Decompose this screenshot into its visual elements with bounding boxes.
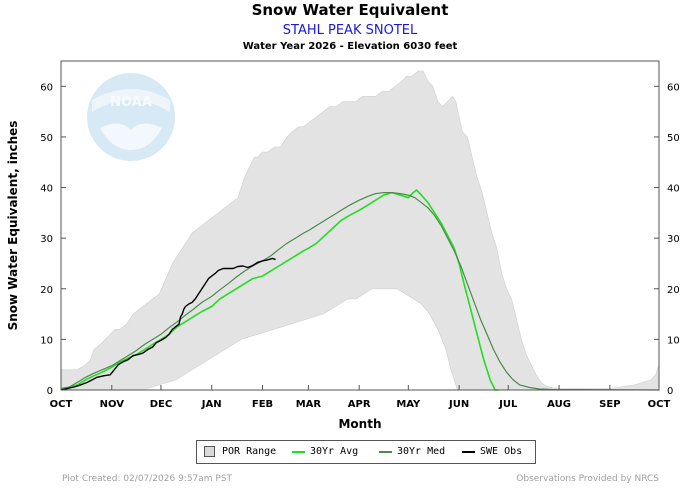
y-axis-label: Snow Water Equivalent, inches [6,121,20,331]
station-name: STAHL PEAK SNOTEL [282,23,418,38]
noaa-logo: NOAA [87,73,175,161]
legend-swatch-30yr-med [379,451,392,453]
legend: POR Range 30Yr Avg 30Yr Med SWE Obs [196,440,536,464]
por-range-area [60,70,660,391]
legend-label: SWE Obs [480,446,523,457]
legend-swatch-por-range [204,446,215,457]
y-tick-label-right: 10 [667,335,680,346]
series-swe-obs [60,257,276,391]
x-tick-label: APR [348,399,371,410]
x-tick-label: MAR [296,399,322,410]
x-tick-label: JUN [448,399,469,410]
data-attribution: Observations Provided by NRCS [516,474,659,484]
legend-swatch-swe-obs [462,451,475,453]
noaa-logo-band [92,89,170,112]
legend-swatch-30yr-avg [292,451,305,453]
series-30yr-med [60,192,660,391]
x-tick-label: JAN [201,399,222,410]
plot-created-timestamp: Plot Created: 02/07/2026 9:57am PST [62,474,233,484]
x-tick-label: SEP [599,399,620,410]
x-tick-label: AUG [547,399,571,410]
chart-title: Snow Water Equivalent [251,1,449,19]
y-tick-label-right: 30 [667,234,680,245]
series-por-range [60,70,660,391]
noaa-logo-gull [100,123,162,150]
noaa-logo-text: NOAA [110,95,152,110]
y-tick-label-left: 60 [40,82,53,93]
x-tick-label: FEB [252,399,273,410]
y-tick-label-left: 40 [40,184,53,195]
x-tick-label: OCT [648,399,671,410]
x-tick-label: JUL [498,399,518,410]
y-tick-label-right: 20 [667,285,680,296]
series-lines [60,189,660,391]
series-30yr-avg [60,189,499,391]
y-tick-label-left: 30 [40,234,53,245]
x-tick-label: OCT [50,399,73,410]
water-year-elevation: Water Year 2026 - Elevation 6030 feet [242,41,458,52]
axes: 0 0 10 10 20 20 30 30 40 40 50 50 60 60 OCT NOV DEC JAN FE… [40,82,679,410]
y-tick-label-right: 60 [667,82,680,93]
y-tick-label-right: 40 [667,184,680,195]
legend-label: 30Yr Med [397,446,446,457]
legend-label: POR Range [222,446,277,457]
y-tick-label-left: 0 [47,386,53,397]
plot-frame [60,60,660,391]
y-tick-label-right: 50 [667,133,680,144]
x-tick-label: DEC [150,399,172,410]
y-tick-label-left: 20 [40,285,53,296]
legend-label: 30Yr Avg [310,446,359,457]
y-tick-label-left: 50 [40,133,53,144]
y-tick-label-left: 10 [40,335,53,346]
x-tick-label: MAY [396,399,421,410]
y-tick-label-right: 0 [667,386,673,397]
x-tick-label: NOV [100,399,125,410]
x-axis-label: Month [338,417,381,431]
